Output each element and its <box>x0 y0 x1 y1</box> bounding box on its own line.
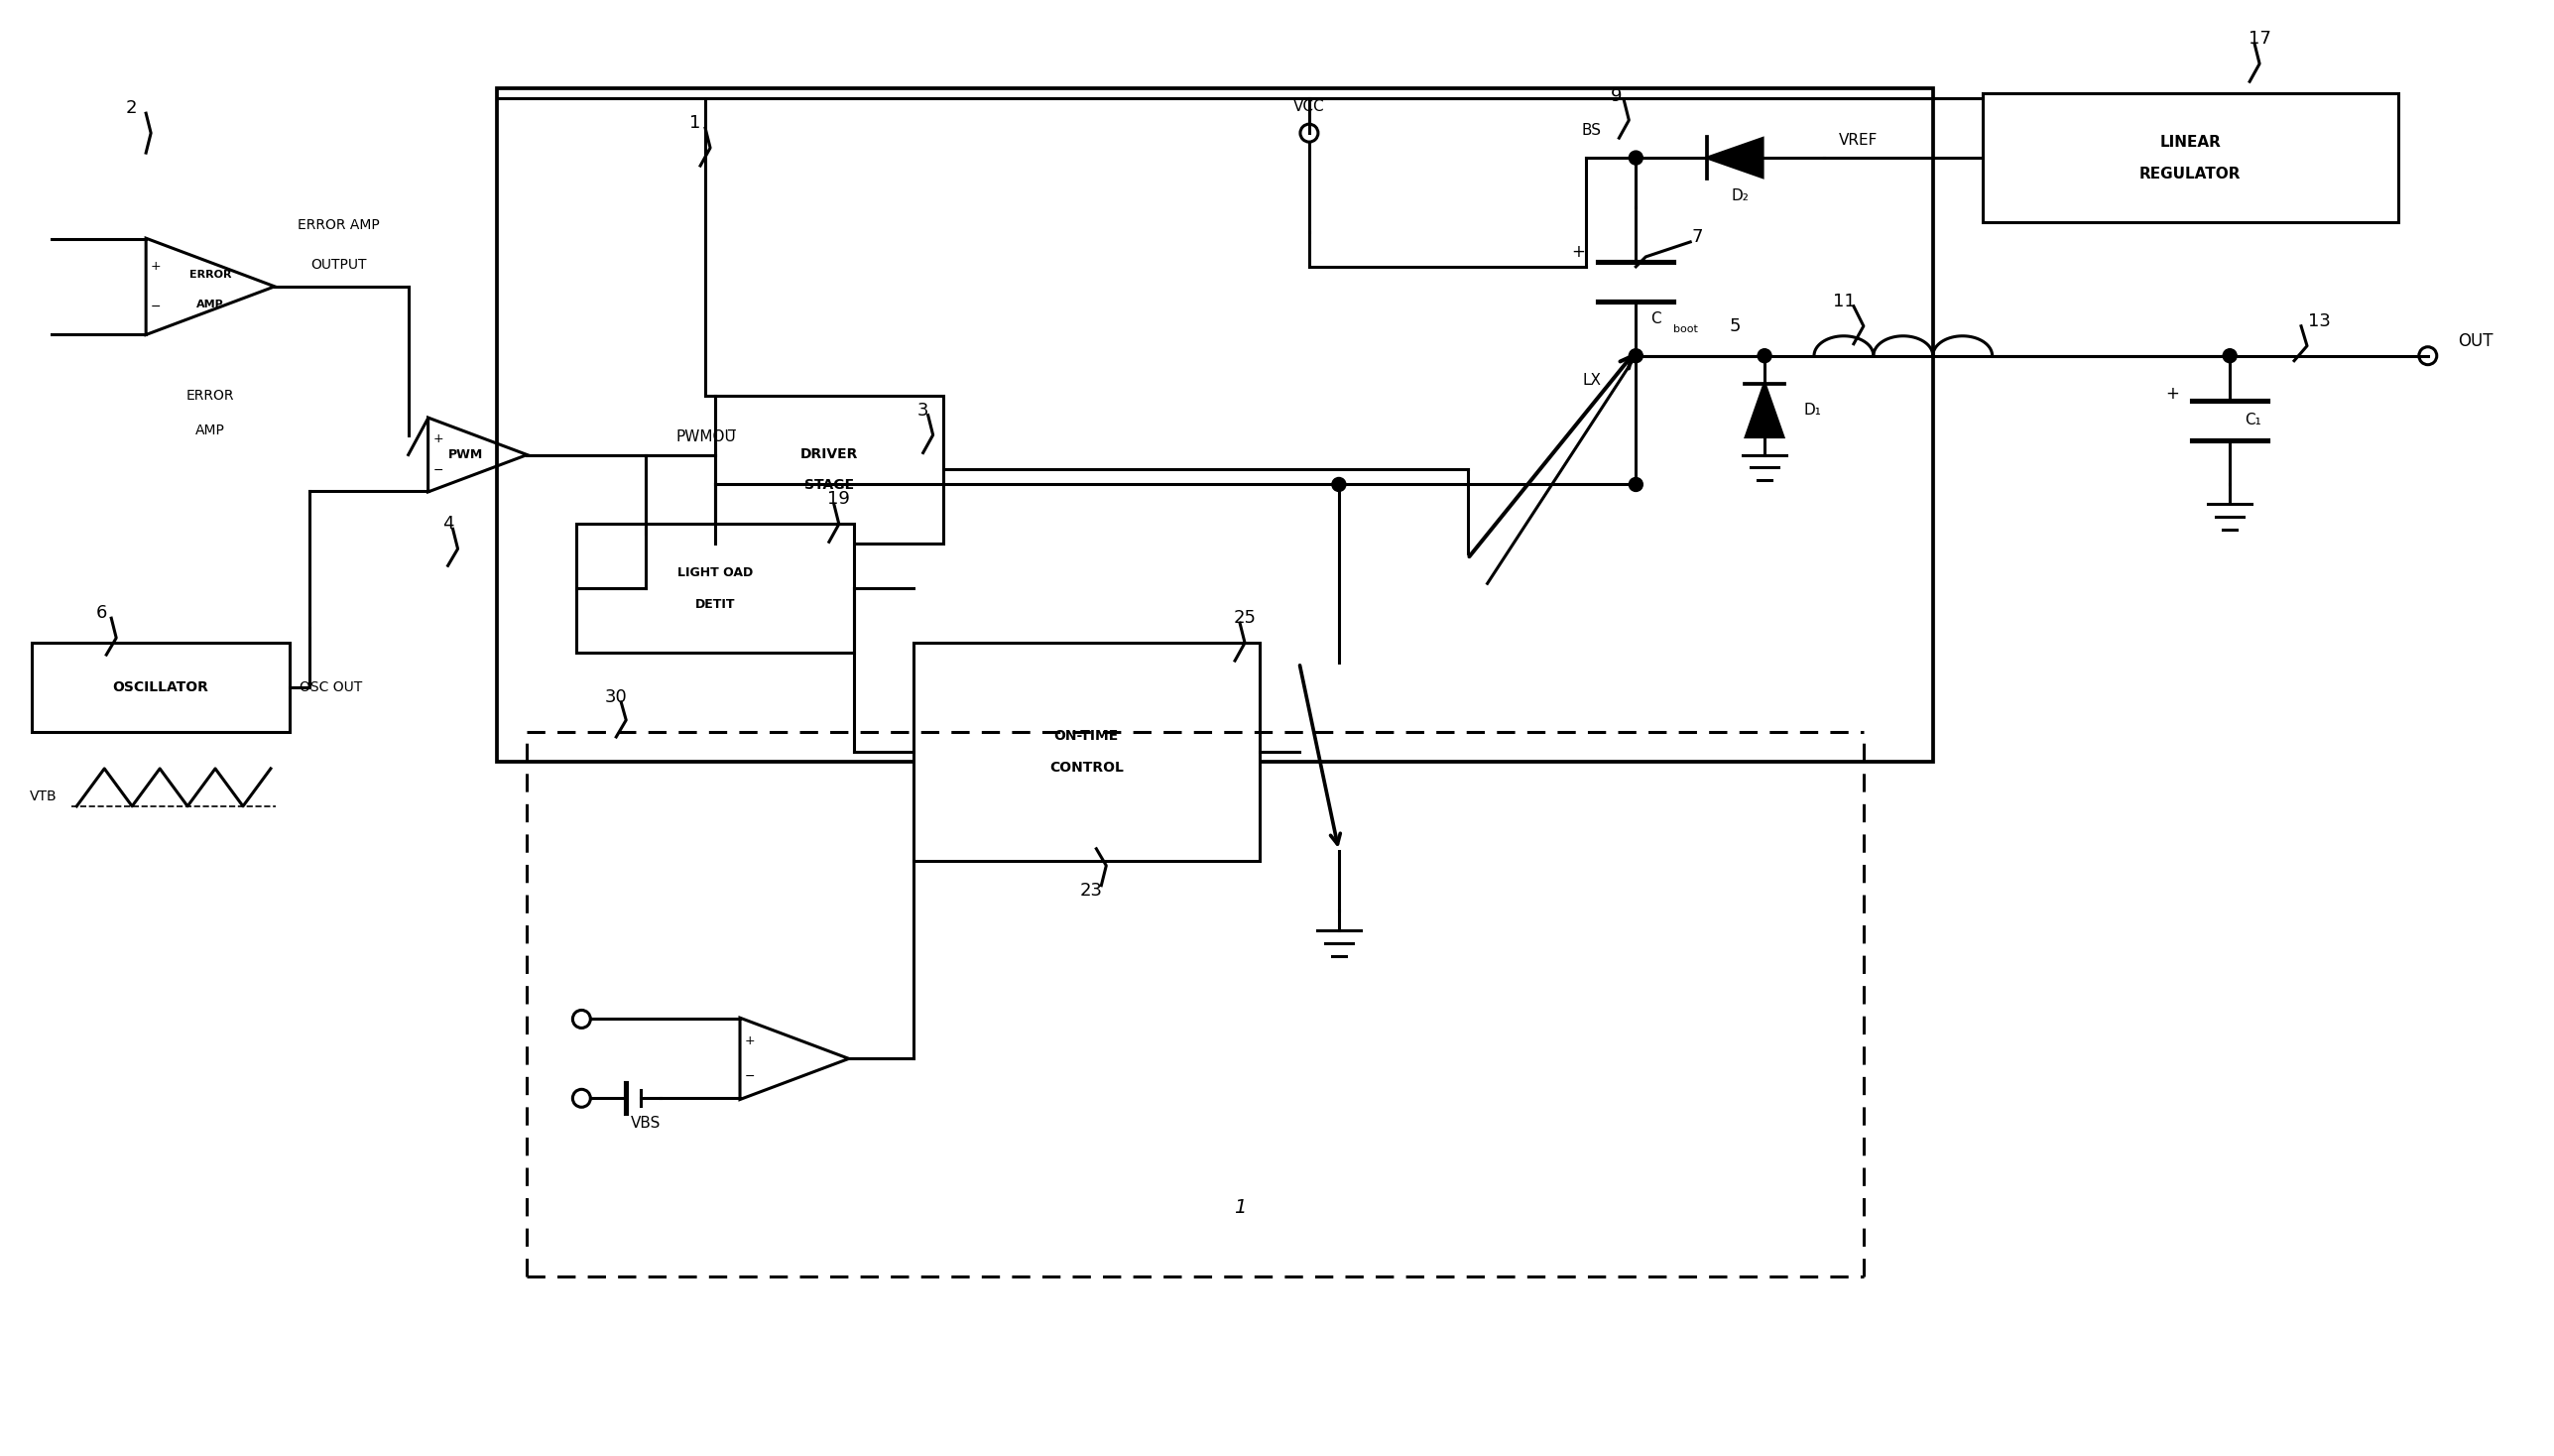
Text: DETIT: DETIT <box>695 598 736 610</box>
Text: 7: 7 <box>1691 229 1704 246</box>
Text: ERROR: ERROR <box>186 389 235 402</box>
Circle shape <box>1629 349 1642 363</box>
Text: STAGE: STAGE <box>805 479 853 492</box>
Text: 30: 30 <box>605 689 628 706</box>
Text: ERROR: ERROR <box>189 269 232 280</box>
Bar <box>1982 93 2398 223</box>
Text: VREF: VREF <box>1839 132 1877 147</box>
Circle shape <box>1757 349 1772 363</box>
Text: CONTROL: CONTROL <box>1050 760 1124 775</box>
Text: ERROR AMP: ERROR AMP <box>299 218 381 232</box>
Text: −: − <box>151 300 161 313</box>
Text: D₁: D₁ <box>1803 403 1821 418</box>
Circle shape <box>2222 349 2237 363</box>
Text: AMP: AMP <box>197 300 225 309</box>
Text: DRIVER: DRIVER <box>799 447 858 460</box>
Text: 5: 5 <box>1729 317 1742 335</box>
Text: AMP: AMP <box>197 424 225 437</box>
Text: OSCILLATOR: OSCILLATOR <box>112 680 209 695</box>
Text: C₁: C₁ <box>2245 412 2260 428</box>
Text: 11: 11 <box>1831 293 1854 310</box>
Polygon shape <box>1706 138 1762 178</box>
Text: VBS: VBS <box>631 1115 661 1130</box>
Text: +: + <box>2166 384 2179 402</box>
Text: LIGHT OAD: LIGHT OAD <box>677 566 753 579</box>
Bar <box>715 396 942 545</box>
Bar <box>498 89 1933 761</box>
Text: BS: BS <box>1581 122 1601 137</box>
Bar <box>33 644 289 732</box>
Text: OUTPUT: OUTPUT <box>312 258 368 272</box>
Text: VCC: VCC <box>1292 99 1326 114</box>
Circle shape <box>1629 478 1642 492</box>
Bar <box>914 644 1259 860</box>
Text: 13: 13 <box>2309 312 2329 331</box>
Text: ON-TIME: ON-TIME <box>1055 729 1119 743</box>
Text: OSC OUT: OSC OUT <box>299 680 363 695</box>
Text: C: C <box>1650 312 1660 326</box>
Text: D₂: D₂ <box>1732 188 1749 202</box>
Text: 1: 1 <box>690 114 700 132</box>
Text: 25: 25 <box>1234 609 1257 628</box>
Text: LINEAR: LINEAR <box>2161 134 2222 150</box>
Circle shape <box>1333 478 1346 492</box>
Text: 2: 2 <box>125 99 138 118</box>
Text: boot: boot <box>1673 325 1698 333</box>
Text: 1: 1 <box>1234 1198 1246 1217</box>
Text: 19: 19 <box>827 491 850 508</box>
Text: +: + <box>1571 243 1586 261</box>
Text: 23: 23 <box>1080 881 1103 900</box>
Bar <box>577 524 853 652</box>
Text: +: + <box>432 432 444 446</box>
Text: +: + <box>151 259 161 272</box>
Text: REGULATOR: REGULATOR <box>2140 166 2240 181</box>
Text: 4: 4 <box>442 515 455 533</box>
Text: +: + <box>746 1035 756 1048</box>
Text: OUT: OUT <box>2457 332 2493 349</box>
Text: −: − <box>432 464 444 478</box>
Polygon shape <box>1747 383 1783 437</box>
Text: 6: 6 <box>94 604 107 622</box>
Text: 3: 3 <box>917 402 930 419</box>
Text: 17: 17 <box>2248 31 2271 48</box>
Text: PWM: PWM <box>450 448 483 462</box>
Text: PWMOU̅: PWMOU̅ <box>677 430 736 444</box>
Text: LX: LX <box>1583 373 1601 387</box>
Text: −: − <box>746 1070 756 1082</box>
Circle shape <box>1629 151 1642 165</box>
Text: VTB: VTB <box>31 789 56 804</box>
Text: 9: 9 <box>1612 87 1622 105</box>
